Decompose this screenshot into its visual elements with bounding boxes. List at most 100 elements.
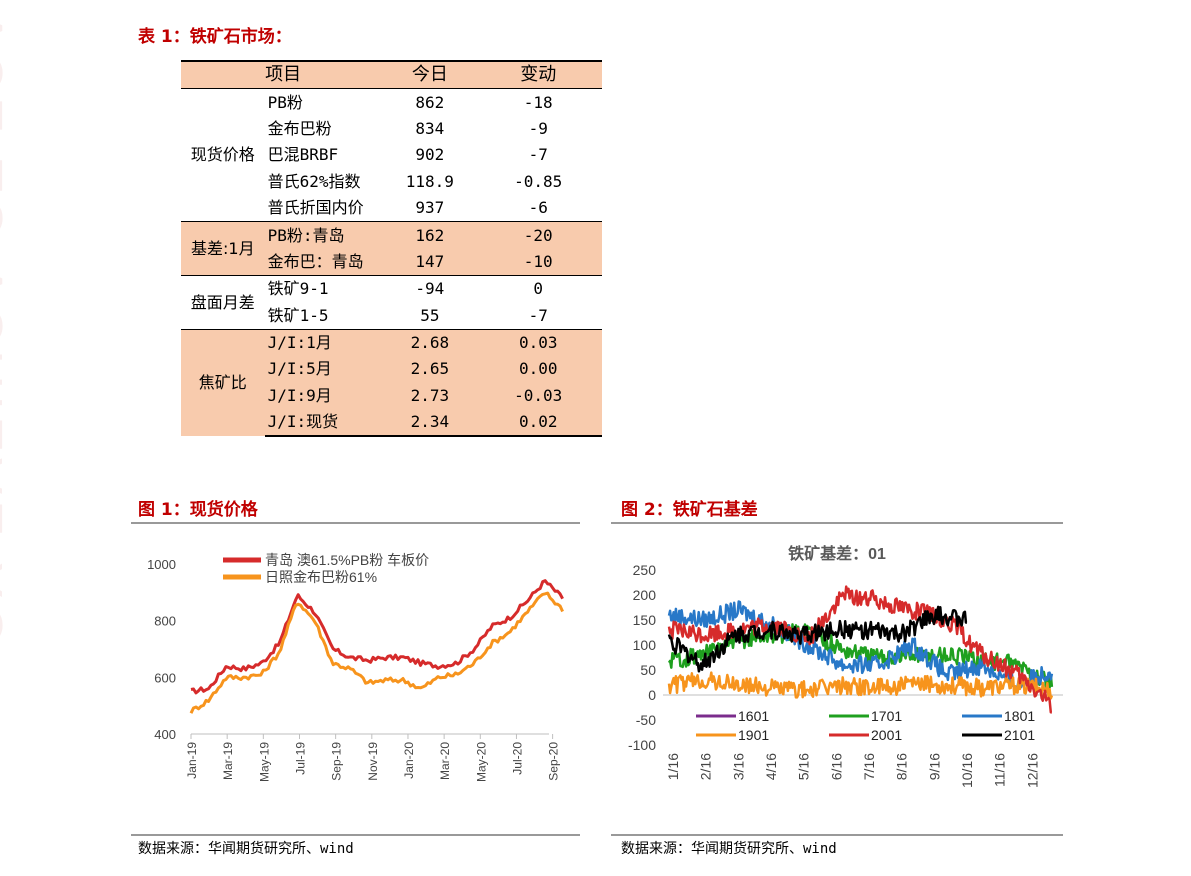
row-today: 55: [420, 305, 440, 325]
row-item: J/I:现货: [264, 409, 386, 438]
row-item: PB粉: [267, 92, 303, 112]
series-line-1: [190, 579, 564, 695]
row-item: PB粉:青岛: [264, 221, 386, 249]
x-tick-label: 12/16: [1024, 753, 1040, 788]
x-tick-label: Nov-19: [366, 742, 380, 781]
row-change: -6: [528, 198, 548, 218]
x-tick-label: 11/16: [992, 753, 1008, 787]
row-item: 普氏62%指数: [267, 171, 361, 191]
row-item: 铁矿1-5: [267, 305, 329, 325]
x-tick-label: Sep-20: [547, 742, 561, 781]
x-tick-label: 6/16: [828, 753, 844, 780]
x-tick-label: 9/16: [926, 753, 942, 780]
figure2-bottom-rule: [611, 834, 1063, 836]
group-label: 基差:1月: [181, 221, 265, 276]
watermark: ACE TO ACHIEVE YO: [0, 0, 54, 876]
legend-label: 1701: [871, 708, 902, 724]
y-tick-label: -50: [636, 712, 656, 728]
header-change: 变动: [474, 60, 602, 90]
x-tick-label: Jan-20: [402, 742, 416, 779]
row-item: J/I:5月: [264, 356, 386, 383]
y-tick-label: 200: [633, 587, 657, 603]
row-change: 0.00: [474, 356, 602, 383]
table-row: J/I:5月 2.65 0.00: [181, 356, 602, 383]
table-row: 普氏62%指数 118.9 -0.85: [181, 169, 602, 195]
row-change: -0.03: [474, 382, 602, 410]
group-label: 焦矿比: [181, 328, 265, 437]
group-label: 现货价格: [190, 145, 255, 165]
table-row: 普氏折国内价 937 -6: [181, 195, 602, 222]
series-line-1901: [667, 671, 1054, 700]
row-today: -94: [385, 275, 475, 303]
table-row: 金布巴粉 834 -9: [181, 116, 602, 142]
table-row: 铁矿1-5 55 -7: [181, 303, 602, 330]
row-today: 118.9: [405, 171, 454, 191]
x-tick-label: 4/16: [763, 753, 779, 780]
table-row: J/I:9月 2.73 -0.03: [181, 382, 602, 410]
x-tick-label: 3/16: [730, 753, 746, 780]
x-tick-label: May-20: [474, 742, 488, 782]
legend-label: 青岛 澳61.5%PB粉 车板价: [265, 552, 429, 568]
figure2-title: 图 2：铁矿石基差: [621, 500, 758, 520]
x-tick-label: Jul-20: [510, 742, 524, 775]
row-today: 162: [385, 221, 475, 249]
row-change: -18: [523, 92, 553, 112]
row-today: 834: [415, 118, 445, 138]
table-row: 现货价格 PB粉 862 -18: [181, 89, 602, 165]
legend-label: 2001: [871, 727, 902, 743]
figure1-source: 数据来源：华闻期货研究所、wind: [138, 841, 354, 857]
y-tick-label: 600: [154, 670, 176, 685]
x-tick-label: 1/16: [665, 753, 681, 780]
x-tick-label: 10/16: [959, 753, 975, 788]
row-change: 0: [474, 275, 602, 303]
table-row: 金布巴：青岛 147 -10: [181, 248, 602, 276]
y-tick-label: 50: [640, 662, 656, 678]
row-item: 金布巴粉: [267, 118, 332, 138]
row-today: 2.34: [385, 409, 475, 438]
x-tick-label: Jul-19: [293, 742, 307, 775]
y-tick-label: 250: [633, 562, 657, 578]
row-change: -7: [528, 145, 548, 165]
legend-label: 1601: [738, 708, 769, 724]
figure1-top-rule: [131, 522, 580, 524]
table-row: 盘面月差 铁矿9-1 -94 0: [181, 275, 602, 330]
figure2-top-rule: [611, 522, 1063, 524]
iron-ore-basis-chart: 铁矿基差：01 250 200 150 100 50 0 -50 -100 1/16 2/16 3/1…: [628, 544, 1063, 788]
iron-ore-market-table: 项目 今日 变动现货价格 PB粉 862 -18 金布巴粉 834 -9 巴混BRBF 902 -7 普…: [181, 60, 602, 438]
x-tick-label: 2/16: [698, 753, 714, 780]
y-tick-label: 400: [154, 727, 176, 742]
row-today: 147: [385, 248, 475, 276]
series-line-1801: [667, 600, 1054, 693]
row-item: 金布巴：青岛: [264, 248, 386, 276]
row-today: 937: [415, 198, 445, 218]
row-item: 铁矿9-1: [264, 275, 386, 303]
table-title: 表 1：铁矿石市场：: [138, 27, 292, 47]
header-item: 项目: [181, 60, 386, 90]
y-tick-label: 800: [154, 614, 176, 629]
row-change: -10: [474, 248, 602, 276]
row-item: 巴混BRBF: [267, 145, 339, 165]
figure2-source: 数据来源：华闻期货研究所、wind: [621, 841, 837, 857]
row-change: -0.85: [514, 171, 563, 191]
y-tick-label: 150: [633, 612, 657, 628]
table-row: 基差:1月 PB粉:青岛 162 -20: [181, 221, 602, 276]
table-header-row: 项目 今日 变动: [181, 60, 602, 90]
row-change: -20: [474, 221, 602, 249]
row-today: 2.68: [385, 328, 475, 357]
legend-label: 1801: [1004, 708, 1035, 724]
row-today: 902: [415, 145, 445, 165]
header-today: 今日: [385, 60, 475, 90]
row-change: -7: [528, 305, 548, 325]
spot-price-chart: 400 600 800 1000 Jan-19 Mar-19 May-19 Jul-19 Sep…: [147, 552, 564, 782]
series-line-2001: [667, 585, 1053, 714]
y-tick-label: 100: [633, 637, 657, 653]
row-today: 862: [415, 92, 445, 112]
row-today: 2.73: [385, 382, 475, 410]
legend-label: 日照金布巴粉61%: [265, 569, 377, 585]
row-change: -9: [528, 118, 548, 138]
x-tick-label: 7/16: [861, 753, 877, 780]
x-tick-label: 8/16: [894, 753, 910, 780]
table-row: 焦矿比 J/I:1月 2.68 0.03: [181, 328, 602, 437]
row-item: J/I:9月: [264, 382, 386, 410]
row-today: 2.65: [385, 356, 475, 383]
